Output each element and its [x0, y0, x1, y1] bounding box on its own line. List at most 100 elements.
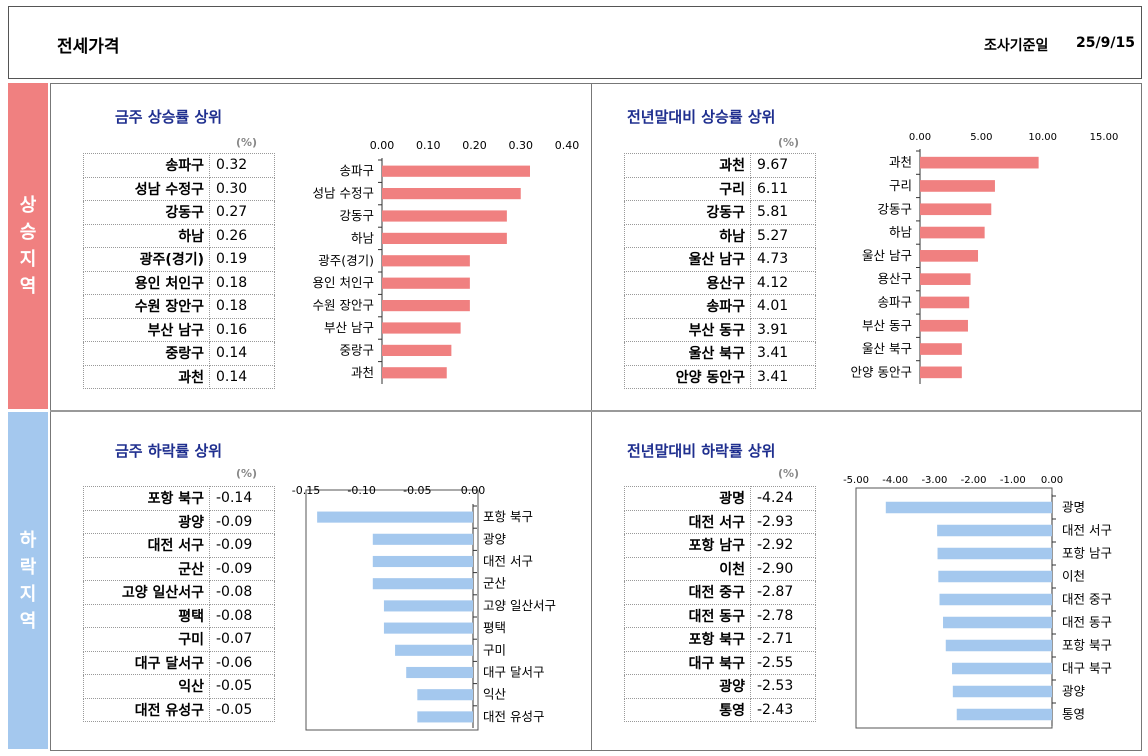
rate-value: 3.41 [750, 364, 816, 389]
rate-value: -0.05 [209, 674, 275, 699]
bar [885, 501, 1052, 514]
bar [945, 639, 1052, 652]
region-name: 하남 [624, 223, 751, 248]
category-label: 대구 북구 [1062, 661, 1112, 676]
band-char: 역 [19, 276, 37, 297]
table-row: 안양 동안구 3.41 [624, 364, 816, 389]
category-label: 울산 남구 [862, 248, 912, 263]
x-tick-label: -0.15 [292, 484, 320, 497]
table-row: 송파구 4.01 [624, 294, 816, 319]
category-label: 대구 달서구 [483, 665, 544, 680]
table-row: 광주(경기) 0.19 [83, 247, 275, 272]
category-label: 군산 [483, 576, 507, 591]
x-tick-label: -0.10 [347, 484, 375, 497]
region-name: 송파구 [624, 294, 751, 319]
x-tick-label: 0.10 [416, 139, 441, 152]
region-name: 용인 처인구 [83, 270, 210, 295]
bar [372, 578, 473, 590]
rise-region-band: 상 승 지 역 [8, 83, 48, 409]
x-tick-label: 10.00 [1028, 132, 1057, 143]
category-label: 부산 동구 [862, 318, 912, 333]
band-char: 락 [19, 556, 37, 578]
region-name: 광주(경기) [83, 247, 210, 272]
table-row: 이천 -2.90 [624, 556, 816, 581]
region-name: 대전 동구 [624, 603, 751, 628]
region-name: 과천 [83, 364, 210, 389]
category-label: 광주(경기) [318, 253, 374, 268]
x-tick-label: -2.00 [961, 475, 987, 486]
bar [382, 344, 452, 356]
region-name: 대구 달서구 [83, 650, 210, 675]
rate-value: 4.01 [750, 294, 816, 319]
grid-divider-vertical [591, 83, 592, 751]
x-tick-label: 0.00 [370, 139, 395, 152]
rate-value: 0.14 [209, 341, 275, 366]
rate-value: 6.11 [750, 176, 816, 201]
rate-value: 3.41 [750, 341, 816, 366]
table-row: 부산 동구 3.91 [624, 317, 816, 342]
category-label: 중랑구 [339, 342, 374, 357]
band-char: 승 [19, 222, 37, 243]
region-name: 평택 [83, 603, 210, 628]
region-name: 광양 [624, 674, 751, 699]
region-name: 용산구 [624, 270, 751, 295]
category-label: 고양 일산서구 [483, 598, 556, 613]
region-name: 부산 동구 [624, 317, 751, 342]
table-row: 하남 0.26 [83, 223, 275, 248]
category-label: 광양 [1062, 684, 1086, 699]
x-tick-label: 0.30 [509, 139, 534, 152]
region-name: 부산 남구 [83, 317, 210, 342]
table-row: 강동구 5.81 [624, 200, 816, 225]
table-row: 울산 남구 4.73 [624, 247, 816, 272]
rate-value: -0.14 [209, 486, 275, 511]
weekly-fall-table: 포항 북구 -0.14 광양 -0.09 대전 서구 -0.09 군산 -0.09 고양 일산서… [83, 486, 275, 722]
x-tick-label: 0.00 [909, 132, 931, 143]
table-row: 광명 -4.24 [624, 486, 816, 511]
bar [383, 600, 473, 612]
bar [382, 322, 461, 334]
bar [937, 524, 1052, 537]
x-tick-label: 0.00 [1041, 475, 1063, 486]
page-title: 전세가격 [57, 37, 120, 57]
bar [372, 555, 473, 568]
bar [920, 203, 992, 216]
rate-value: 3.91 [750, 317, 816, 342]
rate-value: 0.14 [209, 364, 275, 389]
bar [943, 616, 1052, 629]
rate-value: -2.71 [750, 627, 816, 652]
region-name: 안양 동안구 [624, 364, 751, 389]
category-label: 구리 [889, 178, 912, 193]
category-label: 대전 동구 [1062, 615, 1112, 630]
rate-value: -0.09 [209, 533, 275, 558]
rate-value: -0.06 [209, 650, 275, 675]
bar [920, 296, 970, 309]
rate-value: 0.27 [209, 200, 275, 225]
region-name: 포항 남구 [624, 533, 751, 558]
region-name: 대전 유성구 [83, 697, 210, 722]
category-label: 광명 [1062, 500, 1085, 515]
bar [372, 533, 473, 545]
category-label: 하남 [351, 230, 375, 245]
band-char: 역 [19, 610, 37, 632]
region-name: 대전 서구 [624, 509, 751, 534]
rate-value: 0.16 [209, 317, 275, 342]
region-name: 강동구 [624, 200, 751, 225]
category-label: 통영 [1062, 707, 1085, 722]
category-label: 용산구 [877, 271, 912, 286]
bar [920, 273, 971, 285]
bar [382, 255, 470, 267]
category-label: 익산 [483, 687, 507, 702]
ytd-fall-table: 광명 -4.24 대전 서구 -2.93 포항 남구 -2.92 이천 -2.90 대전 중구 -… [624, 486, 816, 722]
x-tick-label: -3.00 [921, 475, 947, 486]
table-row: 익산 -0.05 [83, 674, 275, 699]
table-row: 강동구 0.27 [83, 200, 275, 225]
region-name: 과천 [624, 153, 751, 178]
ytd-rise-unit: (%) [778, 136, 800, 149]
category-label: 용인 처인구 [313, 275, 374, 290]
region-name: 광양 [83, 509, 210, 534]
x-tick-label: -5.00 [843, 475, 869, 486]
category-label: 포항 남구 [1062, 546, 1112, 561]
x-tick-label: 15.00 [1090, 132, 1119, 143]
